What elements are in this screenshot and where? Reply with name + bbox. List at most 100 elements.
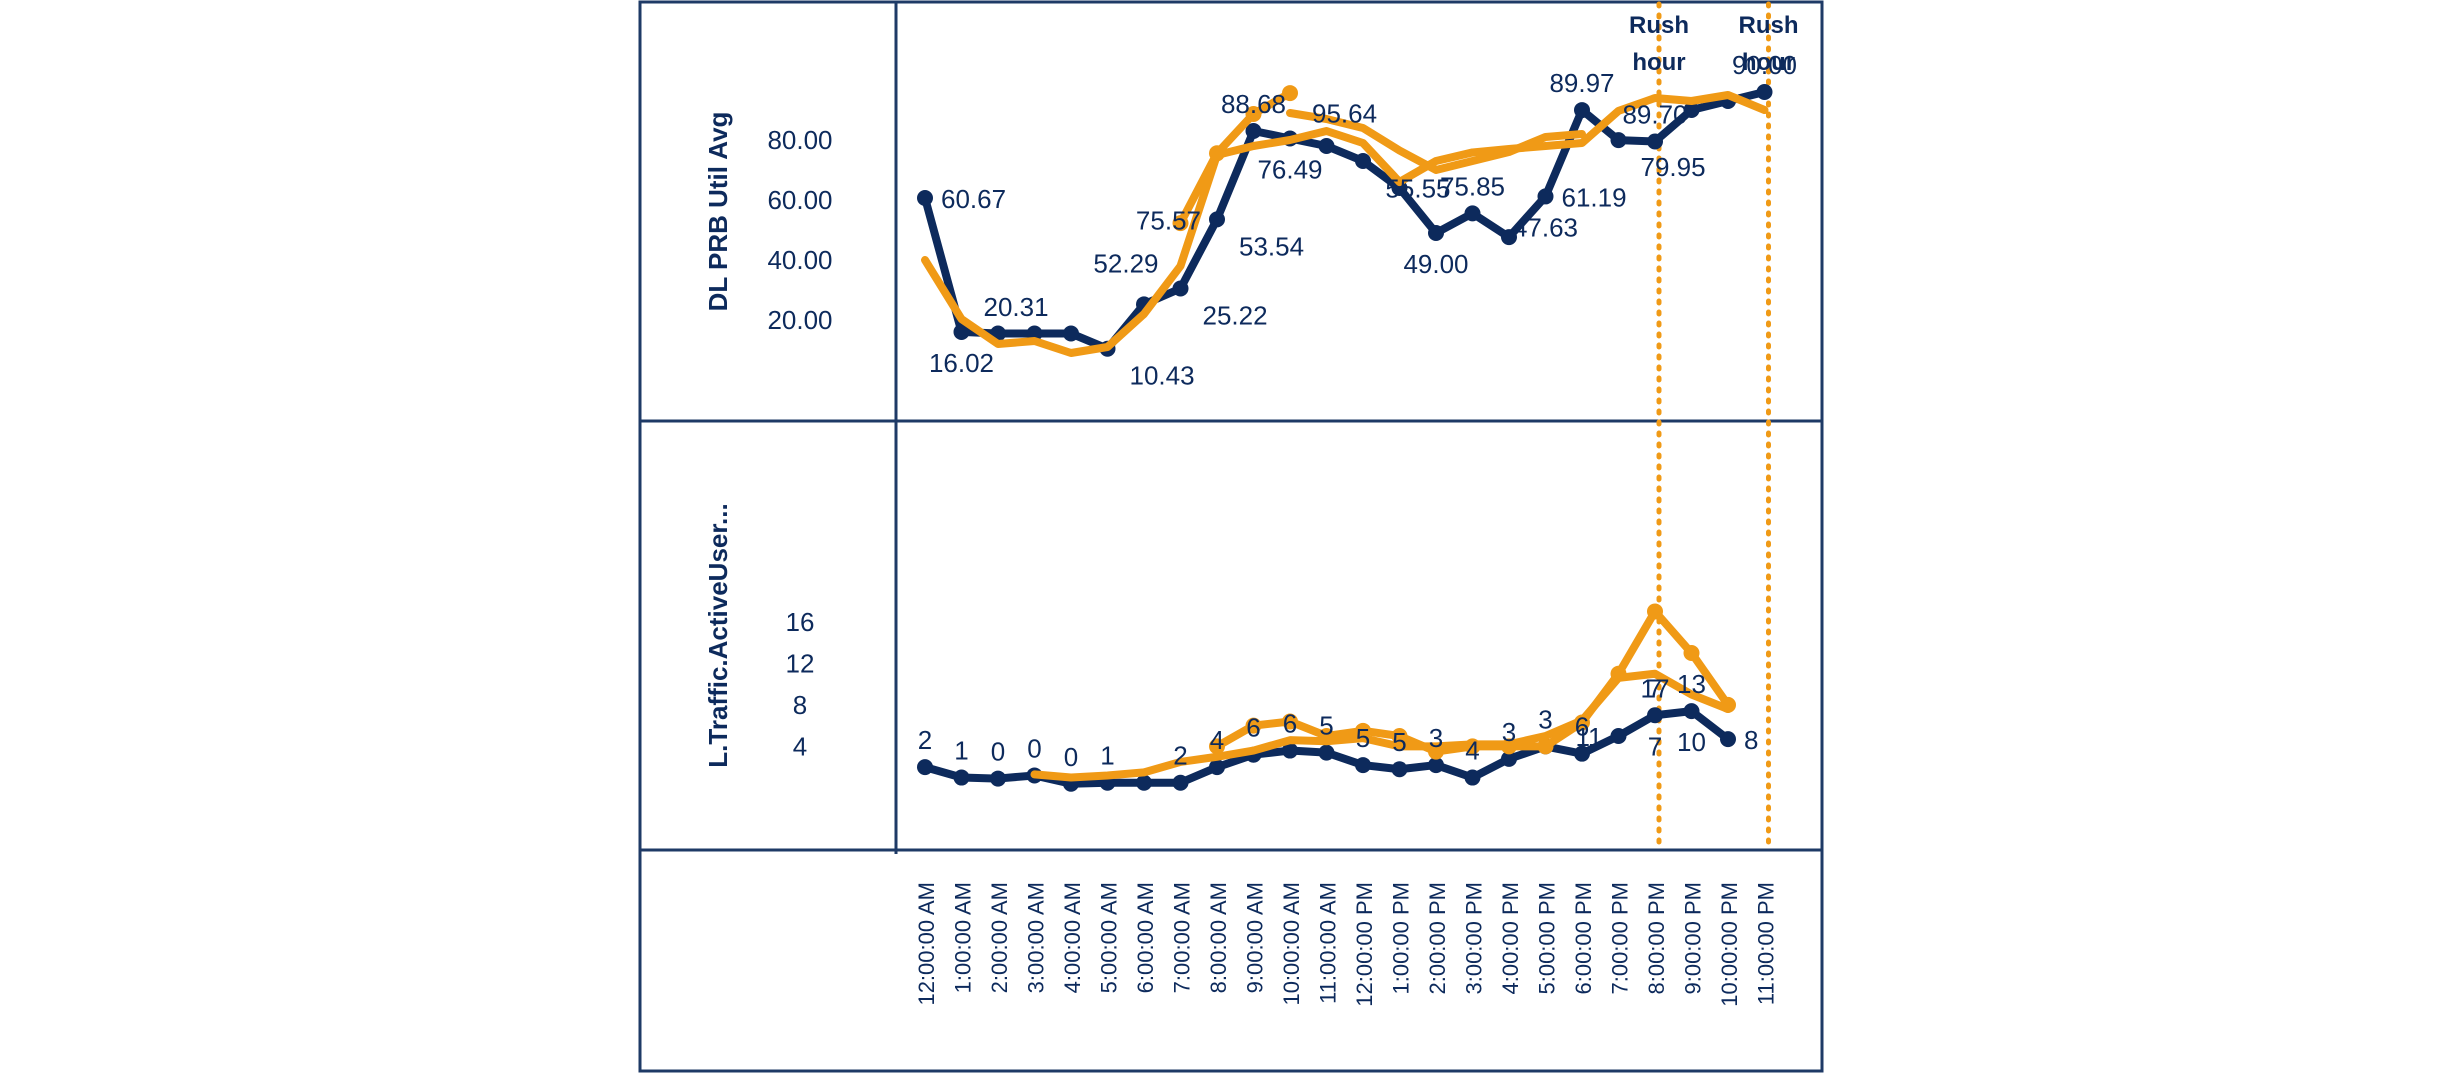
data-point [1610, 728, 1627, 745]
y-tick-label: 8 [793, 690, 807, 720]
x-tick-label: 12:00:00 PM [1352, 882, 1377, 1007]
data-label: 8 [1744, 725, 1758, 755]
data-point [1501, 750, 1517, 767]
x-tick-label: 4:00:00 PM [1498, 882, 1523, 995]
data-label: 3 [1538, 704, 1552, 734]
x-tick-label: 5:00:00 PM [1535, 882, 1560, 995]
series-line [1286, 109, 1586, 174]
data-point [1282, 85, 1298, 102]
data-label: 4 [1465, 736, 1479, 766]
data-point [1282, 742, 1298, 759]
data-point [1245, 123, 1262, 139]
x-tick-label: 1:00:00 PM [1389, 882, 1414, 995]
data-point [1537, 188, 1554, 205]
x-tick-label: 8:00:00 AM [1206, 882, 1231, 993]
y-tick-label: 40.00 [767, 245, 832, 275]
data-point [1683, 703, 1700, 720]
data-point [1428, 225, 1444, 241]
data-label: 20.31 [984, 292, 1049, 322]
data-point [1683, 102, 1700, 118]
data-label: 13 [1677, 669, 1706, 699]
data-point [917, 759, 933, 776]
y-tick-label: 16 [786, 607, 815, 637]
data-point [1391, 728, 1408, 745]
data-point [1574, 745, 1590, 762]
data-point [1355, 153, 1371, 169]
data-point [1501, 229, 1517, 246]
data-point [1428, 757, 1444, 774]
data-point [917, 189, 933, 206]
data-label: 4 [1210, 725, 1224, 755]
data-label: 90.00 [1732, 50, 1797, 80]
data-point [1647, 133, 1663, 150]
x-tick-label: 11:00:00 AM [1316, 882, 1341, 1004]
x-tick-label: 2:00:00 AM [987, 882, 1012, 993]
chart-frame [638, 0, 1824, 1073]
y-tick-label: 20.00 [767, 305, 832, 335]
x-tick-label: 12:00:00 AM [914, 882, 939, 1006]
x-tick-label: 6:00:00 AM [1133, 882, 1158, 993]
x-tick-label: 9:00:00 AM [1243, 882, 1268, 993]
data-label: 7 [1648, 673, 1662, 703]
rush-hour-label: Rush [1629, 12, 1689, 39]
data-label: 0 [1064, 742, 1078, 772]
data-label: 6 [1283, 709, 1297, 739]
series-line [921, 91, 1769, 357]
x-tick-label: 8:00:00 PM [1644, 882, 1669, 995]
series-line [921, 88, 1769, 353]
y-tick-label: 60.00 [767, 185, 832, 215]
data-point [1720, 731, 1736, 748]
data-point [1245, 717, 1262, 734]
data-label: 2 [1173, 741, 1187, 771]
data-label: 53.54 [1239, 231, 1304, 261]
data-point [1245, 105, 1262, 122]
y-tick-label: 80.00 [767, 125, 832, 155]
data-label: 3 [1429, 723, 1443, 753]
data-point [1282, 713, 1298, 730]
x-tick-label: 11:00:00 PM [1754, 882, 1779, 1005]
y-axis-title-prb: DL PRB Util Avg [703, 112, 733, 312]
data-label: 10.43 [1130, 361, 1195, 391]
data-point [1574, 102, 1590, 119]
data-label: 16.02 [929, 348, 994, 378]
data-label: 55.55 [1385, 173, 1450, 203]
data-label: 3 [1502, 717, 1516, 747]
data-point [1318, 138, 1335, 154]
data-label: 5 [1319, 711, 1333, 741]
y-axis-title-users: L.Traffic.ActiveUser... [703, 503, 733, 767]
data-point [1647, 707, 1663, 724]
data-label: 11 [1576, 722, 1603, 752]
data-label: 49.00 [1403, 249, 1468, 279]
x-tick-label: 1:00:00 AM [951, 882, 976, 993]
data-label: 17 [1641, 673, 1670, 703]
data-point [1209, 738, 1225, 755]
data-point [1391, 761, 1408, 778]
data-label: 76.49 [1257, 155, 1322, 185]
series-line [1030, 669, 1732, 782]
data-label: 25.22 [1203, 301, 1268, 331]
data-label: 75.57 [1136, 205, 1201, 235]
rush-hour-label: Rush [1739, 12, 1799, 39]
data-label: 10 [1677, 727, 1706, 757]
data-label: 2 [918, 725, 932, 755]
data-label: 60.67 [941, 184, 1006, 214]
data-label: 5 [1392, 727, 1406, 757]
data-label: 0 [991, 737, 1005, 767]
x-tick-label: 10:00:00 PM [1717, 882, 1742, 1007]
data-label: 79.95 [1641, 152, 1706, 182]
data-label: 89.70 [1622, 100, 1687, 130]
data-point [990, 770, 1006, 787]
data-point [1647, 603, 1663, 620]
data-label: 1 [954, 736, 968, 766]
data-point [1063, 325, 1079, 342]
data-point [1464, 769, 1481, 786]
data-point [1355, 757, 1371, 774]
data-label: 0 [1027, 733, 1041, 763]
data-point [1209, 211, 1225, 228]
data-label: 61.19 [1562, 182, 1627, 212]
x-tick-label: 6:00:00 PM [1571, 882, 1596, 995]
x-tick-label: 3:00:00 PM [1462, 882, 1487, 995]
data-point [1756, 84, 1773, 100]
